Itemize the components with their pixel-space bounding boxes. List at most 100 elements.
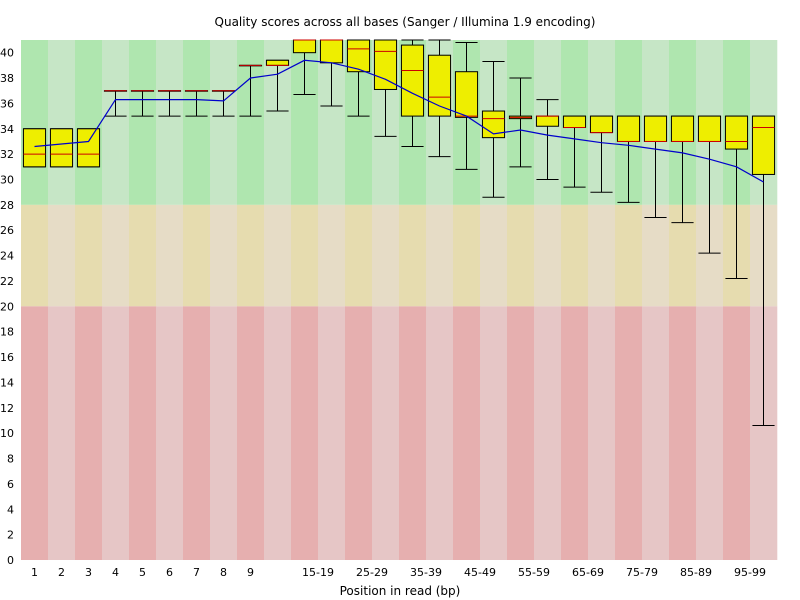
zone-stripe [615, 306, 643, 560]
zone-stripe [534, 306, 562, 560]
zone-stripe [156, 204, 184, 307]
mean-quality-line [34, 59, 764, 183]
x-tick-label: 8 [220, 566, 227, 579]
zone-stripe [399, 204, 427, 307]
y-tick-label: 20 [0, 300, 14, 313]
y-tick-label: 22 [0, 275, 14, 288]
zone-stripe [426, 204, 454, 307]
x-tick-label: 3 [85, 566, 92, 579]
zone-stripe [156, 40, 184, 205]
zone-stripe [453, 204, 481, 307]
quality-zone-bands [21, 40, 778, 560]
y-tick-label: 18 [0, 326, 14, 339]
zone-stripe [507, 306, 535, 560]
quartile-box [643, 115, 668, 142]
y-tick-label: 40 [0, 47, 14, 60]
zone-stripe [561, 306, 589, 560]
x-tick-label: 7 [193, 566, 200, 579]
x-tick-label: 2 [58, 566, 65, 579]
zone-stripe [129, 40, 157, 205]
x-tick-labels: 1 2 3 4 5 6 7 8 9 15-19 25-29 35-39 45-49 55-59 65-69 7… [31, 566, 766, 579]
zone-stripe [183, 204, 211, 307]
quartile-box [22, 128, 47, 168]
zone-stripe [210, 306, 238, 560]
quartile-box [751, 115, 776, 175]
zone-stripe [588, 306, 616, 560]
quartile-box [697, 115, 722, 142]
zone-stripe [372, 204, 400, 307]
zone-stripe [21, 40, 49, 205]
quartile-box [454, 71, 479, 118]
zone-stripe [48, 306, 76, 560]
zone-stripe [237, 204, 265, 307]
quartile-box [535, 115, 560, 127]
y-tick-label: 16 [0, 351, 14, 364]
x-tick-label: 1 [31, 566, 38, 579]
x-tick-label: 15-19 [302, 566, 334, 579]
x-tick-label: 85-89 [680, 566, 712, 579]
zone-stripe [75, 204, 103, 307]
zone-stripe [669, 306, 697, 560]
x-tick-label: 35-39 [410, 566, 442, 579]
y-tick-label: 36 [0, 97, 14, 110]
x-tick-label: 9 [247, 566, 254, 579]
zone-stripe [237, 40, 265, 205]
chart-title: Quality scores across all bases (Sanger … [215, 15, 596, 29]
y-tick-label: 0 [7, 554, 14, 567]
quartile-box [292, 39, 317, 54]
zone-stripe [75, 306, 103, 560]
y-tick-label: 30 [0, 174, 14, 187]
x-tick-label: 75-79 [626, 566, 658, 579]
quartile-box [49, 128, 74, 168]
quartile-box [346, 39, 371, 73]
zone-stripe [561, 204, 589, 307]
zone-stripe [48, 40, 76, 205]
quartile-box [373, 39, 398, 90]
zone-stripe [642, 204, 670, 307]
y-tick-label: 34 [0, 123, 14, 136]
zone-stripe [102, 306, 130, 560]
y-tick-label: 2 [7, 529, 14, 542]
zone-stripe [183, 40, 211, 205]
y-tick-label: 38 [0, 72, 14, 85]
zone-stripe [237, 306, 265, 560]
y-tick-label: 26 [0, 224, 14, 237]
zone-stripe [21, 204, 49, 307]
zone-stripe [156, 306, 184, 560]
quartile-box [616, 115, 641, 142]
zone-stripe [264, 306, 292, 560]
y-tick-label: 6 [7, 478, 14, 491]
zone-stripe [480, 306, 508, 560]
y-tick-label: 24 [0, 250, 14, 263]
zone-stripe [345, 204, 373, 307]
x-tick-label: 6 [166, 566, 173, 579]
zone-stripe [48, 204, 76, 307]
y-tick-label: 8 [7, 453, 14, 466]
zone-stripe [129, 204, 157, 307]
zone-stripe [642, 306, 670, 560]
zone-stripe [453, 306, 481, 560]
y-tick-label: 32 [0, 148, 14, 161]
zone-stripe [183, 306, 211, 560]
quartile-box [319, 39, 344, 64]
quartile-box [427, 54, 452, 117]
zone-stripe [615, 204, 643, 307]
quartile-box [76, 128, 101, 168]
zone-stripe [210, 40, 238, 205]
zone-stripe [372, 306, 400, 560]
quartile-box [670, 115, 695, 142]
y-tick-label: 28 [0, 199, 14, 212]
y-tick-label: 10 [0, 427, 14, 440]
quartile-box [400, 44, 425, 117]
quartile-box [589, 115, 614, 134]
zone-stripe [318, 204, 346, 307]
zone-stripe [345, 306, 373, 560]
x-axis-label: Position in read (bp) [340, 584, 461, 598]
x-tick-label: 55-59 [518, 566, 550, 579]
zone-stripe [264, 204, 292, 307]
x-tick-label: 45-49 [464, 566, 496, 579]
x-tick-label: 25-29 [356, 566, 388, 579]
quartile-box [265, 59, 290, 66]
zone-stripe [291, 204, 319, 307]
